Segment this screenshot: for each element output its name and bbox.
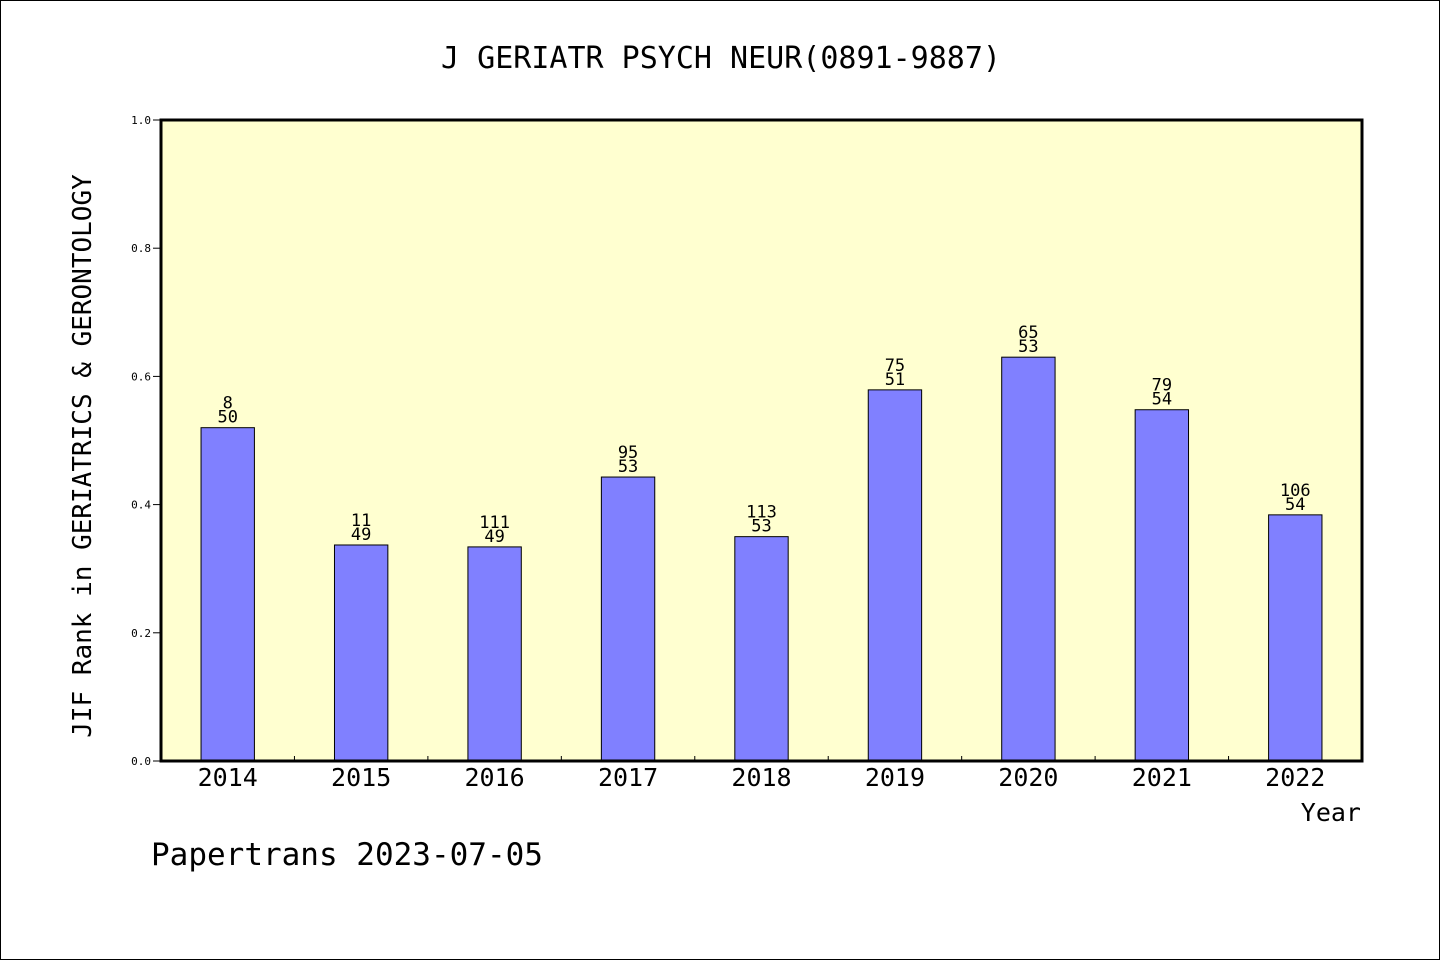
y-tick-label: 0.8	[131, 242, 151, 255]
bar-label-total: 49	[351, 525, 371, 545]
bar-label-total: 53	[751, 517, 771, 537]
bar-label-rank: 65	[1018, 323, 1038, 343]
bar-series	[200, 356, 1323, 762]
x-tick-label: 2015	[331, 763, 391, 792]
bar-label-total: 53	[1018, 337, 1038, 357]
x-tick-label: 2014	[198, 763, 258, 792]
x-tick-label: 2017	[598, 763, 658, 792]
bar-2014	[200, 427, 255, 762]
footer-credit: Papertrans 2023-07-05	[151, 837, 543, 873]
bar-label-rank: 106	[1280, 481, 1311, 501]
y-axis-ticks: 0.0 0.2 0.4 0.6 0.8 1.0	[131, 114, 161, 768]
bar-label-total: 53	[618, 457, 638, 477]
plot-border	[159, 118, 1364, 763]
x-tick-label: 2020	[998, 763, 1058, 792]
x-tick-label: 2022	[1265, 763, 1325, 792]
x-axis-label: Year	[1301, 798, 1361, 827]
bar-2017	[600, 476, 656, 762]
chart-title: J GERIATR PSYCH NEUR(0891-9887)	[441, 41, 1001, 76]
x-axis-ticks: 2014 2015 2016 2017 2018 2019 2020 2021 2022	[198, 756, 1325, 792]
bar-label-rank: 95	[618, 443, 638, 463]
y-axis-label: JIF Rank in GERIATRICS & GERONTOLOGY	[68, 174, 98, 738]
x-tick-label: 2021	[1132, 763, 1192, 792]
bar-2018	[734, 536, 789, 762]
x-tick-label: 2018	[731, 763, 791, 792]
bar-2015	[333, 544, 389, 762]
bar-2021	[1134, 409, 1190, 762]
bar-label-total: 51	[885, 370, 905, 390]
y-tick-label: 0.6	[131, 370, 151, 383]
bar-label-rank: 111	[479, 513, 510, 533]
bar-label-total: 54	[1285, 495, 1305, 515]
bar-label-rank: 79	[1152, 376, 1172, 396]
bar-2020	[1001, 356, 1056, 762]
bar-label-rank: 8	[223, 394, 233, 414]
y-tick-label: 0.4	[131, 499, 151, 512]
bar-label-rank: 113	[746, 503, 777, 523]
bar-label-total: 49	[484, 527, 504, 547]
x-tick-label: 2019	[865, 763, 925, 792]
y-tick-label: 0.0	[131, 755, 151, 768]
bar-label-total: 54	[1152, 390, 1172, 410]
y-tick-label: 0.2	[131, 627, 151, 640]
bar-2022	[1268, 514, 1323, 762]
bar-label-rank: 75	[885, 356, 905, 376]
x-tick-label: 2016	[465, 763, 525, 792]
bar-2019	[867, 389, 923, 762]
bar-2016	[467, 546, 522, 762]
bar-label-total: 50	[217, 408, 237, 428]
bar-label-rank: 11	[351, 511, 371, 531]
y-tick-label: 1.0	[131, 114, 151, 127]
